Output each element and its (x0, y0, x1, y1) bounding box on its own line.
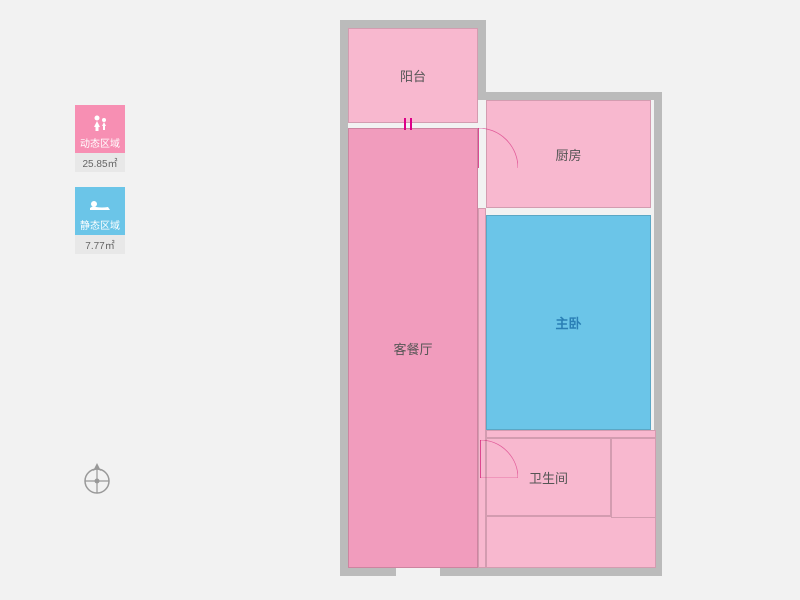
legend-item-dynamic: 动态区域 25.85㎡ (75, 105, 125, 172)
legend-badge-static: 静态区域 (75, 187, 125, 235)
room-label-living: 客餐厅 (393, 339, 432, 358)
sleep-icon (88, 198, 112, 214)
room-corridor (486, 430, 656, 438)
room-kitchen: 厨房 (486, 100, 651, 208)
legend-label-dynamic: 动态区域 (80, 135, 120, 150)
room-bathroom: 卫生间 (486, 438, 611, 516)
room-label-bathroom: 卫生间 (529, 468, 568, 487)
room-corridor (486, 516, 656, 568)
room-label-balcony: 阳台 (400, 66, 426, 85)
legend: 动态区域 25.85㎡ 静态区域 7.77㎡ (75, 105, 125, 269)
room-label-kitchen: 厨房 (555, 145, 581, 164)
legend-badge-dynamic: 动态区域 (75, 105, 125, 153)
divider (410, 118, 412, 130)
legend-item-static: 静态区域 7.77㎡ (75, 187, 125, 254)
legend-value-dynamic: 25.85㎡ (75, 153, 125, 172)
divider (404, 118, 406, 130)
compass-icon (78, 460, 116, 503)
wall-outer (478, 92, 662, 100)
floorplan: 阳台 客餐厅 厨房 主卧 卫生间 (330, 20, 670, 585)
legend-value-static: 7.77㎡ (75, 235, 125, 254)
wall-outer (340, 20, 485, 28)
room-balcony: 阳台 (348, 28, 478, 123)
room-corridor (478, 208, 486, 568)
wall-outer (340, 20, 348, 575)
people-icon (89, 114, 111, 132)
room-label-bedroom: 主卧 (555, 313, 581, 332)
room-bedroom: 主卧 (486, 215, 651, 430)
wall-outer (440, 568, 662, 576)
wall-outer (478, 20, 486, 100)
wall-outer (340, 568, 396, 576)
legend-label-static: 静态区域 (80, 217, 120, 232)
room-living: 客餐厅 (348, 128, 478, 568)
room-corridor (611, 438, 656, 518)
